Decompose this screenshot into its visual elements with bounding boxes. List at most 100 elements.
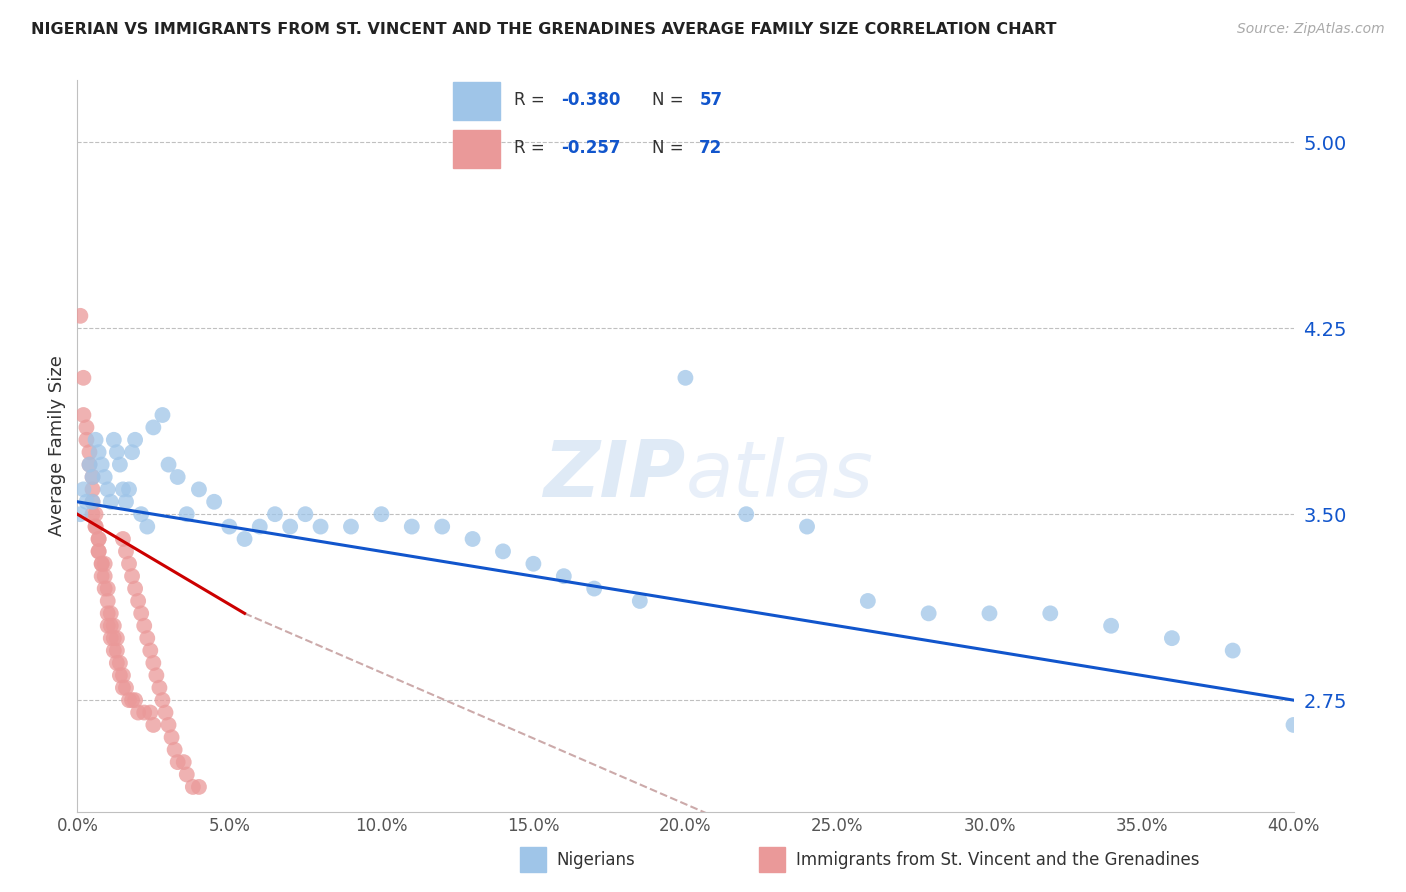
Point: [105, 631, 128, 645]
Point: [148, 681, 170, 695]
Point: [583, 582, 606, 596]
Point: [111, 681, 134, 695]
Point: [160, 731, 183, 745]
Point: [129, 607, 152, 621]
Point: [87, 544, 110, 558]
Point: [155, 706, 177, 720]
Point: [370, 507, 392, 521]
Point: [115, 681, 138, 695]
Point: [340, 519, 363, 533]
Text: Nigerians: Nigerians: [557, 851, 636, 869]
Point: [105, 445, 128, 459]
Point: [103, 619, 125, 633]
Point: [918, 607, 941, 621]
Point: [82, 507, 104, 521]
Point: [100, 631, 122, 645]
Point: [97, 582, 120, 596]
Point: [75, 420, 97, 434]
Point: [1039, 607, 1062, 621]
Point: [69, 309, 91, 323]
Point: [72, 483, 94, 497]
Point: [87, 532, 110, 546]
Text: 57: 57: [699, 91, 723, 109]
Point: [118, 483, 141, 497]
Point: [202, 495, 225, 509]
Point: [553, 569, 575, 583]
Point: [124, 582, 146, 596]
Point: [82, 470, 104, 484]
Point: [79, 445, 101, 459]
Point: [100, 607, 122, 621]
Point: [97, 594, 120, 608]
Y-axis label: Average Family Size: Average Family Size: [48, 356, 66, 536]
Point: [1282, 718, 1305, 732]
Point: [188, 780, 211, 794]
Point: [79, 458, 101, 472]
Point: [176, 767, 198, 781]
Point: [118, 557, 141, 571]
Point: [1222, 643, 1244, 657]
Point: [75, 433, 97, 447]
Text: N =: N =: [652, 139, 689, 157]
Point: [675, 371, 697, 385]
Point: [103, 643, 125, 657]
Point: [218, 519, 240, 533]
Point: [87, 445, 110, 459]
Point: [152, 693, 174, 707]
Point: [100, 495, 122, 509]
Point: [84, 507, 107, 521]
Point: [294, 507, 316, 521]
Point: [79, 458, 101, 472]
Text: N =: N =: [652, 91, 689, 109]
Point: [100, 619, 122, 633]
Text: 72: 72: [699, 139, 723, 157]
Point: [108, 656, 131, 670]
Point: [249, 519, 271, 533]
Point: [166, 470, 188, 484]
Point: [136, 631, 159, 645]
Point: [105, 656, 128, 670]
Point: [118, 693, 141, 707]
Point: [93, 470, 115, 484]
Bar: [453, 130, 501, 168]
Point: [121, 445, 143, 459]
Point: [176, 507, 198, 521]
Point: [401, 519, 423, 533]
Point: [124, 693, 146, 707]
Point: [152, 408, 174, 422]
Point: [93, 569, 115, 583]
Point: [145, 668, 167, 682]
Point: [142, 420, 165, 434]
Point: [115, 495, 138, 509]
Point: [166, 755, 188, 769]
Point: [134, 706, 156, 720]
Text: Immigrants from St. Vincent and the Grenadines: Immigrants from St. Vincent and the Gren…: [796, 851, 1199, 869]
Point: [90, 557, 112, 571]
Point: [87, 544, 110, 558]
Point: [628, 594, 651, 608]
Point: [264, 507, 287, 521]
Point: [111, 483, 134, 497]
Point: [97, 607, 120, 621]
Point: [108, 668, 131, 682]
Point: [121, 693, 143, 707]
Point: [181, 780, 204, 794]
Point: [856, 594, 879, 608]
Point: [157, 718, 180, 732]
Text: ZIP: ZIP: [543, 437, 686, 513]
Point: [84, 433, 107, 447]
Point: [163, 743, 186, 757]
Point: [1161, 631, 1184, 645]
Point: [129, 507, 152, 521]
Point: [103, 631, 125, 645]
Point: [139, 643, 162, 657]
Text: -0.380: -0.380: [561, 91, 620, 109]
Point: [735, 507, 758, 521]
Point: [142, 656, 165, 670]
Point: [432, 519, 454, 533]
Text: -0.257: -0.257: [561, 139, 620, 157]
Text: R =: R =: [513, 139, 550, 157]
Point: [461, 532, 484, 546]
Text: Source: ZipAtlas.com: Source: ZipAtlas.com: [1237, 22, 1385, 37]
Point: [124, 433, 146, 447]
